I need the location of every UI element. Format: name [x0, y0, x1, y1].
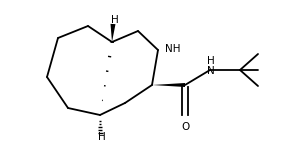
Polygon shape [152, 83, 185, 87]
Text: H: H [98, 132, 106, 142]
Text: N: N [207, 66, 215, 76]
Polygon shape [111, 24, 115, 42]
Text: NH: NH [165, 44, 180, 54]
Text: H: H [111, 15, 119, 25]
Text: H: H [207, 56, 215, 66]
Text: O: O [181, 122, 189, 132]
